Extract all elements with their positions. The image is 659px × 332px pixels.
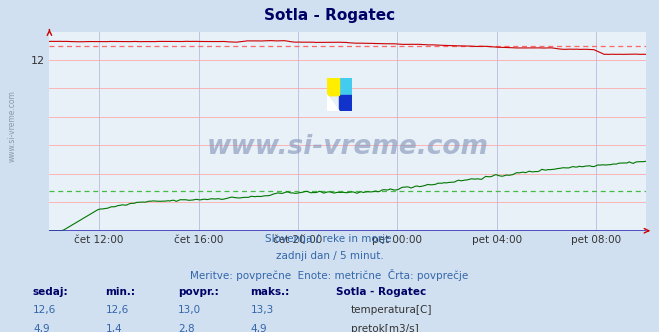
Polygon shape bbox=[327, 78, 339, 95]
Text: 4,9: 4,9 bbox=[250, 324, 267, 332]
Text: temperatura[C]: temperatura[C] bbox=[351, 305, 432, 315]
Text: 13,3: 13,3 bbox=[250, 305, 273, 315]
Text: zadnji dan / 5 minut.: zadnji dan / 5 minut. bbox=[275, 251, 384, 261]
Text: pretok[m3/s]: pretok[m3/s] bbox=[351, 324, 418, 332]
Text: povpr.:: povpr.: bbox=[178, 287, 219, 297]
Text: Sotla - Rogatec: Sotla - Rogatec bbox=[336, 287, 426, 297]
Text: 13,0: 13,0 bbox=[178, 305, 201, 315]
Text: sedaj:: sedaj: bbox=[33, 287, 69, 297]
Bar bbox=[339, 95, 352, 111]
Bar bbox=[327, 78, 339, 95]
Text: 2,8: 2,8 bbox=[178, 324, 194, 332]
Text: Slovenija / reke in morje.: Slovenija / reke in morje. bbox=[264, 234, 395, 244]
Text: Sotla - Rogatec: Sotla - Rogatec bbox=[264, 8, 395, 23]
Text: 4,9: 4,9 bbox=[33, 324, 49, 332]
Text: maks.:: maks.: bbox=[250, 287, 290, 297]
Text: min.:: min.: bbox=[105, 287, 136, 297]
Text: 12,6: 12,6 bbox=[105, 305, 129, 315]
Text: 12,6: 12,6 bbox=[33, 305, 56, 315]
Text: www.si-vreme.com: www.si-vreme.com bbox=[8, 90, 17, 162]
Text: 1,4: 1,4 bbox=[105, 324, 122, 332]
Text: Meritve: povprečne  Enote: metrične  Črta: povprečje: Meritve: povprečne Enote: metrične Črta:… bbox=[190, 269, 469, 281]
Polygon shape bbox=[327, 95, 339, 111]
Text: www.si-vreme.com: www.si-vreme.com bbox=[207, 134, 488, 160]
Bar bbox=[339, 78, 352, 95]
